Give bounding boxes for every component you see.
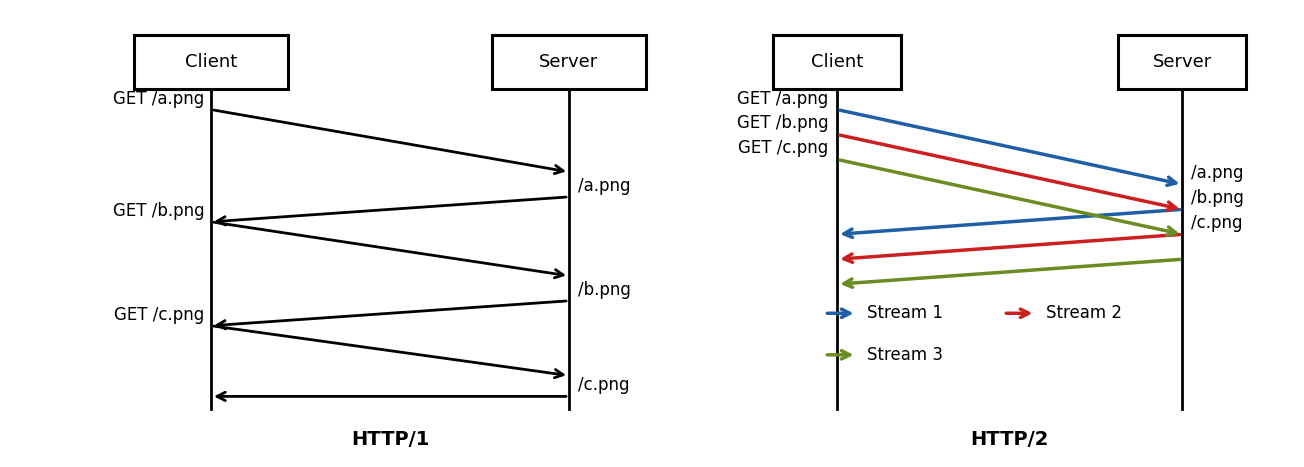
Text: /a.png: /a.png — [1192, 164, 1244, 182]
Text: Server: Server — [1153, 53, 1211, 71]
Text: /b.png: /b.png — [1192, 189, 1244, 207]
Text: GET /c.png: GET /c.png — [115, 306, 205, 324]
Text: GET /a.png: GET /a.png — [737, 90, 828, 107]
Text: HTTP/1: HTTP/1 — [351, 430, 429, 449]
Text: /c.png: /c.png — [578, 376, 630, 394]
Text: /c.png: /c.png — [1192, 214, 1243, 232]
FancyBboxPatch shape — [134, 35, 288, 89]
Text: Server: Server — [540, 53, 599, 71]
FancyBboxPatch shape — [493, 35, 645, 89]
FancyBboxPatch shape — [1119, 35, 1247, 89]
Text: Client: Client — [811, 53, 863, 71]
Text: Client: Client — [185, 53, 237, 71]
Text: HTTP/2: HTTP/2 — [970, 430, 1048, 449]
Text: GET /a.png: GET /a.png — [113, 90, 205, 107]
Text: Stream 2: Stream 2 — [1046, 304, 1121, 322]
Text: GET /b.png: GET /b.png — [113, 202, 205, 220]
FancyBboxPatch shape — [773, 35, 901, 89]
Text: GET /b.png: GET /b.png — [737, 114, 828, 133]
Text: Stream 1: Stream 1 — [867, 304, 943, 322]
Text: /a.png: /a.png — [578, 177, 630, 195]
Text: Stream 3: Stream 3 — [867, 346, 943, 364]
Text: GET /c.png: GET /c.png — [738, 140, 828, 157]
Text: /b.png: /b.png — [578, 281, 631, 299]
